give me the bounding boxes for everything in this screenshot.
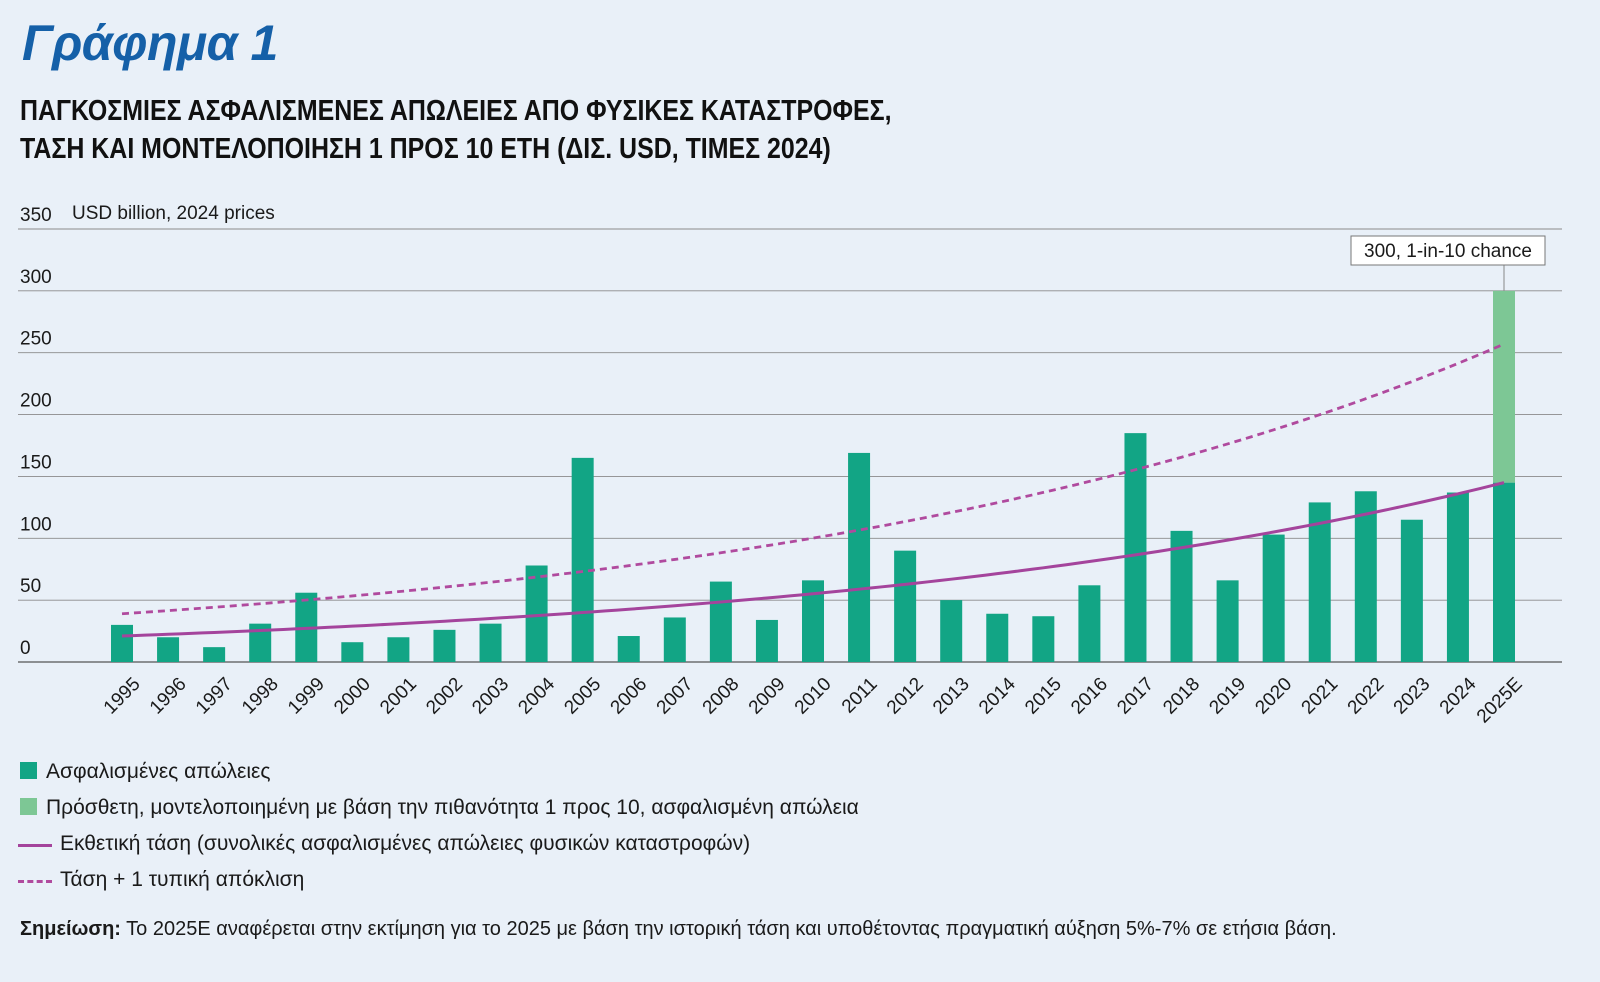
annotation: 300, 1-in-10 chance (1350, 235, 1546, 291)
bar-insured-loss (1446, 492, 1469, 662)
x-tick-label: 2002 (422, 674, 467, 719)
bar-insured-loss (1170, 530, 1193, 662)
subtitle-line-1: ΠΑΓΚΟΣΜΙΕΣ ΑΣΦΑΛΙΣΜΕΝΕΣ ΑΠΩΛΕΙΕΣ ΑΠΟ ΦΥΣ… (20, 95, 892, 127)
bar-insured-loss (249, 623, 272, 662)
y-tick-label: 50 (20, 576, 41, 597)
x-tick-label: 2023 (1390, 674, 1435, 719)
x-tick-label: 2009 (745, 674, 790, 719)
trend-plus-sd-line (121, 342, 1505, 616)
legend-label: Εκθετική τάση (συνολικές ασφαλισμένες απ… (60, 832, 751, 855)
annotation-box (1350, 235, 1546, 266)
y-tick-label: 350 (20, 205, 52, 226)
y-axis-label: USD billion, 2024 prices (72, 203, 275, 224)
bar-chart: 0 50 100 150 200 250 300 350 USD billion, 2024 … (18, 203, 1562, 727)
x-tick-label: 2007 (653, 674, 698, 719)
x-tick-label: 2014 (975, 673, 1020, 718)
footnote-text: Το 2025E αναφέρεται στην εκτίμηση για το… (120, 918, 1337, 940)
x-tick-label: 1998 (238, 674, 283, 719)
bar-insured-loss (1032, 616, 1055, 662)
y-tick-label: 100 (20, 514, 52, 535)
x-tick-label: 2011 (838, 674, 882, 718)
x-tick-label: 2006 (607, 674, 652, 719)
bar-insured-loss (1400, 519, 1423, 662)
bar-insured-loss (433, 629, 456, 662)
trend-line (121, 481, 1505, 638)
legend-swatch-insured (20, 762, 37, 779)
bar-additional-loss (1493, 290, 1515, 483)
x-tick-label: 2017 (1113, 674, 1158, 719)
x-tick-label: 2021 (1298, 674, 1343, 719)
bar-insured-loss (571, 457, 594, 662)
bar-insured-loss (1078, 585, 1101, 662)
x-tick-label: 2001 (376, 674, 421, 719)
x-tick-label: 2025E (1473, 674, 1527, 728)
chart-subtitle: ΠΑΓΚΟΣΜΙΕΣ ΑΣΦΑΛΙΣΜΕΝΕΣ ΑΠΩΛΕΙΕΣ ΑΠΟ ΦΥΣ… (20, 92, 892, 168)
y-axis-ticks: 0 50 100 150 200 250 300 350 (20, 205, 52, 659)
bar-insured-loss (1308, 502, 1331, 662)
x-tick-label: 2015 (1021, 674, 1066, 719)
y-tick-label: 250 (20, 329, 52, 350)
trend-lines (121, 342, 1505, 638)
x-tick-label: 2005 (561, 674, 606, 719)
legend-swatch-trend (18, 844, 52, 847)
x-tick-label: 2008 (699, 674, 744, 719)
bar-insured-loss (1216, 580, 1239, 662)
bar-insured-loss (525, 565, 548, 662)
chart-title: Γράφημα 1 (22, 15, 278, 71)
bar-insured-loss (341, 642, 364, 662)
bar-insured-loss (1124, 433, 1147, 662)
bar-insured-loss (479, 623, 502, 662)
legend-swatch-additional (20, 798, 37, 815)
y-tick-label: 300 (20, 267, 52, 288)
x-tick-label: 2016 (1067, 674, 1112, 719)
bar-insured-loss (203, 647, 226, 662)
bar-insured-loss (894, 550, 917, 662)
gridlines (18, 228, 1562, 663)
x-tick-label: 1999 (284, 674, 329, 719)
y-tick-label: 150 (20, 452, 52, 473)
x-tick-label: 2004 (514, 673, 559, 718)
x-tick-label: 2022 (1344, 674, 1389, 719)
bar-insured-loss (986, 613, 1009, 662)
bars (111, 290, 1515, 662)
legend-swatch-trend-sd (18, 880, 52, 883)
bar-insured-loss (940, 600, 963, 662)
bar-insured-loss (617, 636, 640, 662)
footnote-label: Σημείωση: (20, 918, 121, 940)
x-tick-label: 2010 (791, 674, 836, 719)
bar-insured-loss (1354, 491, 1377, 662)
footnote: Σημείωση: Το 2025E αναφέρεται στην εκτίμ… (20, 918, 1337, 941)
x-tick-label: 2012 (883, 674, 928, 719)
x-tick-label: 2003 (468, 674, 513, 719)
bar-insured-loss (802, 580, 824, 662)
bar-insured-loss (848, 452, 871, 662)
y-tick-label: 0 (20, 638, 31, 659)
annotation-label: 300, 1-in-10 chance (1364, 241, 1532, 262)
bar-insured-loss (755, 619, 778, 662)
bar-insured-loss (1262, 534, 1285, 662)
bar-insured-loss (1493, 482, 1515, 662)
bar-insured-loss (157, 637, 180, 662)
x-tick-label: 2018 (1159, 674, 1204, 719)
legend-label: Τάση + 1 τυπική απόκλιση (60, 868, 305, 891)
subtitle-line-2: ΤΑΣΗ ΚΑΙ ΜΟΝΤΕΛΟΠΟΙΗΣΗ 1 ΠΡΟΣ 10 ΕΤΗ (ΔΙ… (20, 133, 831, 165)
y-tick-label: 200 (20, 391, 52, 412)
x-tick-label: 2000 (330, 674, 375, 719)
x-tick-label: 2019 (1205, 674, 1250, 719)
x-tick-label: 1996 (146, 674, 191, 719)
bar-insured-loss (709, 581, 732, 662)
bar-insured-loss (387, 637, 410, 662)
bar-insured-loss (663, 617, 686, 662)
x-tick-label: 1997 (192, 674, 237, 719)
x-tick-label: 2020 (1252, 674, 1297, 719)
legend-label: Πρόσθετη, μοντελοποιημένη με βάση την πι… (46, 796, 859, 819)
x-tick-label: 1995 (100, 674, 145, 719)
bar-insured-loss (111, 624, 133, 662)
legend-label: Ασφαλισμένες απώλειες (46, 760, 271, 783)
x-tick-label: 2013 (929, 674, 974, 719)
x-axis-ticks: 1995 1996 1997 1998 1999 2000 2001 2002 2003 2004… (100, 673, 1527, 727)
